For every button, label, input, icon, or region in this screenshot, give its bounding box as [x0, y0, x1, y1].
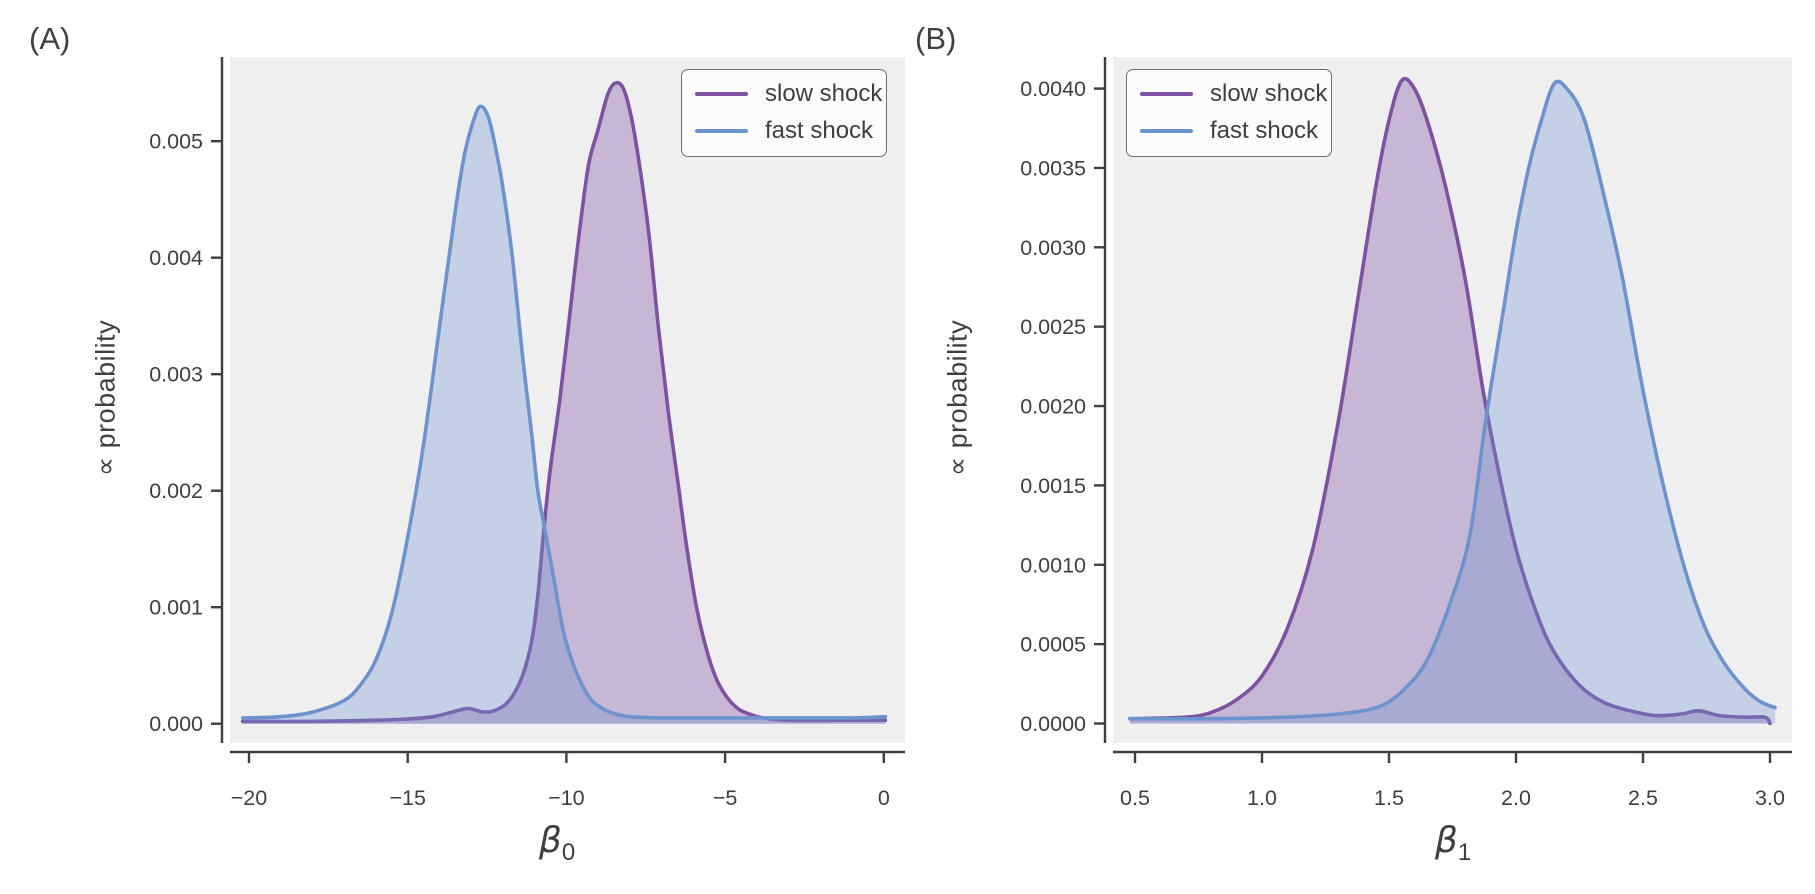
x-tick-label: 1.0: [1247, 786, 1277, 810]
fast-shock-density-curve: [240, 104, 888, 720]
x-tick-label: 1.5: [1374, 786, 1404, 810]
y-tick-label: 0.005: [149, 130, 203, 154]
y-tick-label: 0.0040: [1020, 77, 1086, 101]
fast-shock-line-swatch: [1140, 128, 1193, 134]
legend-panel-b: slow shock fast shock: [1126, 69, 1332, 157]
panel-a-ylabel: ∝ probability: [90, 319, 121, 477]
y-tick-label: 0.000: [149, 712, 203, 736]
beta-subscript: 1: [1457, 839, 1472, 867]
beta-symbol: β: [538, 819, 562, 861]
y-tick-label: 0.0025: [1020, 315, 1086, 339]
x-tick-label: 2.0: [1501, 786, 1531, 810]
panel-a-label: (A): [29, 21, 71, 56]
y-tick-label: 0.003: [149, 363, 203, 387]
x-tick-label: 0.5: [1120, 786, 1150, 810]
legend-item-fast-shock: fast shock: [1140, 117, 1318, 145]
x-tick-label: 3.0: [1755, 786, 1785, 810]
legend-label-fast-shock: fast shock: [765, 117, 874, 144]
y-tick-label: 0.004: [149, 246, 203, 270]
slow-shock-line-swatch: [695, 91, 748, 97]
fast-shock-density-area: [242, 106, 886, 724]
slow-shock-density-curve: [1128, 76, 1772, 726]
legend-item-slow-shock: slow shock: [695, 80, 882, 108]
y-tick-label: 0.0030: [1020, 236, 1086, 260]
legend-label-slow-shock: slow shock: [765, 80, 883, 107]
y-tick-label: 0.0015: [1020, 474, 1086, 498]
beta-subscript: 0: [561, 839, 576, 867]
legend-panel-a: slow shock fast shock: [681, 69, 887, 157]
x-tick-label: −5: [713, 786, 738, 810]
y-tick-label: 0.0005: [1020, 633, 1086, 657]
panel-b-xlabel: β1: [1435, 819, 1471, 867]
x-tick-label: −15: [389, 786, 426, 810]
panel-b-label: (B): [915, 21, 957, 56]
slow-shock-density-curve: [240, 80, 888, 724]
panel-b-ylabel: ∝ probability: [942, 319, 973, 477]
legend-item-slow-shock: slow shock: [1140, 80, 1327, 108]
x-tick-label: −10: [548, 786, 585, 810]
legend-label-slow-shock: slow shock: [1210, 80, 1328, 107]
fast-shock-line-swatch: [695, 128, 748, 134]
legend-item-fast-shock: fast shock: [695, 117, 873, 145]
panel-a-xlabel: β0: [539, 819, 575, 867]
x-tick-label: −20: [231, 786, 268, 810]
slow-shock-density-area: [242, 82, 886, 724]
y-tick-label: 0.001: [149, 596, 203, 620]
beta-symbol: β: [1434, 819, 1458, 861]
y-tick-label: 0.0035: [1020, 156, 1086, 180]
x-tick-label: 2.5: [1628, 786, 1658, 810]
fast-shock-density-curve: [1128, 79, 1777, 721]
y-tick-label: 0.0000: [1020, 712, 1086, 736]
plot-area: [230, 57, 905, 743]
plot-area: [1113, 57, 1792, 743]
y-tick-label: 0.0020: [1020, 395, 1086, 419]
y-tick-label: 0.0010: [1020, 553, 1086, 577]
legend-label-fast-shock: fast shock: [1210, 117, 1319, 144]
y-tick-label: 0.002: [149, 479, 203, 503]
slow-shock-line-swatch: [1140, 91, 1193, 97]
slow-shock-density-area: [1129, 78, 1770, 724]
x-tick-label: 0: [878, 786, 890, 810]
